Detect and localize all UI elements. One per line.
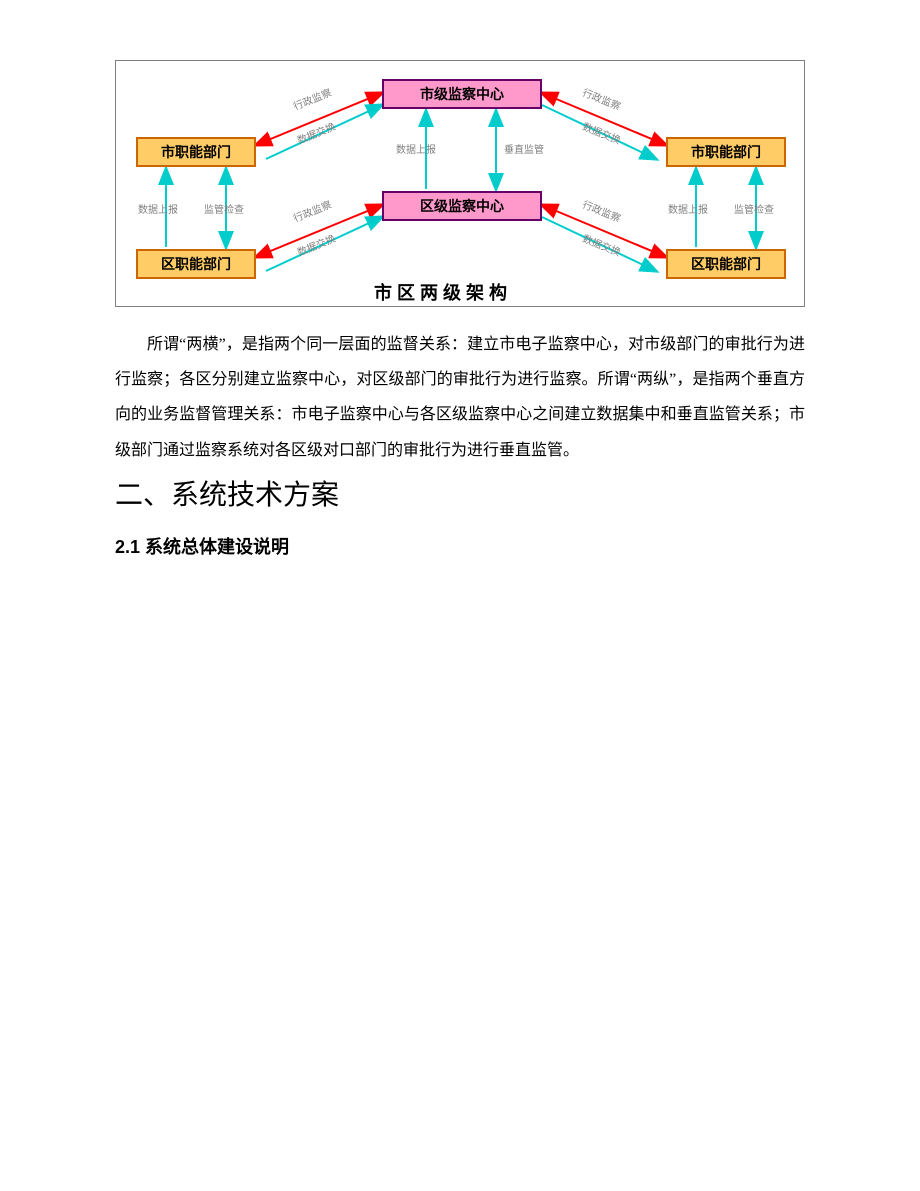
node-district_center: 区级监察中心 (382, 191, 542, 221)
node-city_center: 市级监察中心 (382, 79, 542, 109)
architecture-diagram: 市级监察中心区级监察中心市职能部门市职能部门区职能部门区职能部门 行政监察数据交… (115, 60, 805, 307)
edge-label-11: 监管检查 (204, 201, 244, 216)
edge-label-1: 数据交换 (295, 118, 338, 147)
edge-label-0: 行政监察 (291, 84, 334, 113)
node-city_dept_R: 市职能部门 (666, 137, 786, 167)
edge-label-6: 行政监察 (581, 196, 624, 225)
edge-label-2: 行政监察 (581, 84, 624, 113)
edge-label-10: 数据上报 (138, 201, 178, 216)
edge-label-4: 行政监察 (291, 196, 334, 225)
diagram-title: 市 区 两 级 架 构 (374, 279, 507, 305)
edge-label-7: 数据交换 (581, 230, 624, 259)
node-city_dept_L: 市职能部门 (136, 137, 256, 167)
node-dist_dept_L: 区职能部门 (136, 249, 256, 279)
edge-label-9: 垂直监管 (504, 141, 544, 156)
edge-label-13: 监管检查 (734, 201, 774, 216)
heading-2-overall-build: 2.1 系统总体建设说明 (115, 533, 805, 559)
paragraph-lianghengliangzong: 所谓“两横”，是指两个同一层面的监督关系：建立市电子监察中心，对市级部门的审批行… (115, 327, 805, 468)
edge-label-8: 数据上报 (396, 141, 436, 156)
heading-1-system-tech: 二、系统技术方案 (115, 476, 805, 515)
edge-label-12: 数据上报 (668, 201, 708, 216)
edge-label-3: 数据交换 (581, 118, 624, 147)
edge-label-5: 数据交换 (295, 230, 338, 259)
node-dist_dept_R: 区职能部门 (666, 249, 786, 279)
